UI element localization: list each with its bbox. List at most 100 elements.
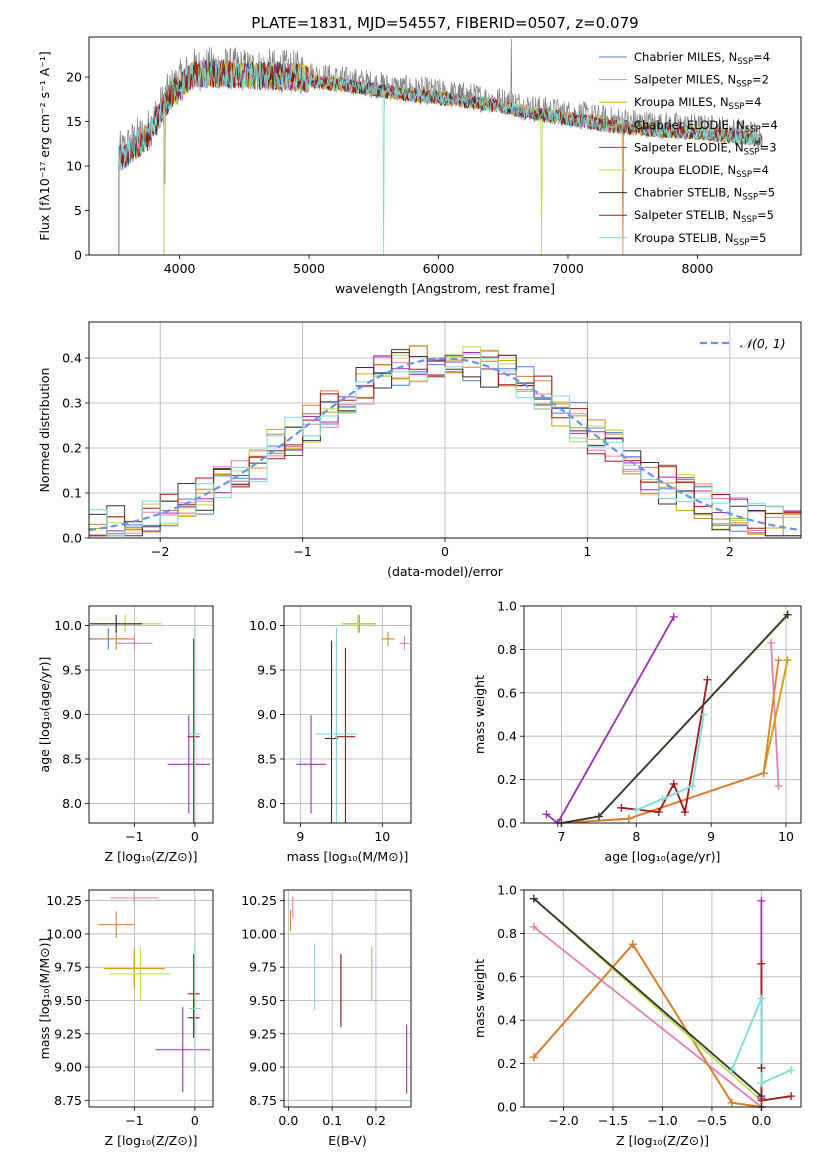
weight_vs_Z-series-point-8: [727, 1066, 736, 1075]
age_vs_Z-axes: −1 0 8.0 8.5 9.0 9.5 10.0 Z [log₁₀(Z/Z⊙)] age [l…: [37, 606, 213, 864]
mass_vs_Z-ytick-label: 9.25: [54, 1026, 82, 1041]
mass_vs_Z-ytick-label: 10.25: [46, 893, 82, 908]
weight_vs_age-series-point-6: [594, 812, 603, 821]
weight_vs_Z-series-point-3: [628, 940, 637, 949]
spectrum-axes: 4000 5000 6000 7000 8000 0 5 10 15 20 wavelength […: [37, 51, 713, 296]
spectrum-ytick-label: 0: [74, 248, 82, 263]
mass_vs_EBV-axes: 0.0 0.1 0.2 8.75 9.00 9.25 9.50 9.75 10.00 10.25 E…: [241, 890, 411, 1148]
legend-label-post: =4: [744, 95, 761, 109]
age_vs_mass-ytick-label: 10.0: [249, 618, 277, 633]
spectrum-title: PLATE=1831, MJD=54557, FIBERID=0507, z=0…: [251, 14, 638, 32]
legend-label-post: =5: [749, 231, 766, 245]
weight_vs_Z-series-point-8: [787, 1066, 796, 1075]
legend-label-main: Chabrier MILES, N: [634, 50, 737, 64]
weight_vs_Z-series-point-6: [529, 894, 538, 903]
age_vs_Z-xlabel: Z [log₁₀(Z/Z⊙)]: [105, 849, 198, 864]
residuals-frame: [88, 321, 802, 539]
age_vs_Z-ytick-label: 10.0: [54, 618, 82, 633]
gaussian-legend-label: 𝒩(0, 1): [740, 336, 786, 351]
gaussian-curve: [89, 357, 799, 532]
age_vs_Z-ytick-label: 9.5: [62, 663, 82, 678]
legend-label-4: Salpeter ELODIE, NSSP=3: [634, 140, 777, 157]
weight_vs_Z-ytick-label: 0.8: [497, 926, 517, 941]
spectrum-ytick-label: 20: [66, 70, 82, 85]
legend-label-7: Salpeter STELIB, NSSP=5: [634, 208, 774, 225]
weight_vs_age-series-point-3: [774, 656, 783, 665]
weight_vs_age-series-point-7: [703, 675, 712, 684]
spectrum-xtick-label: 8000: [682, 261, 714, 276]
weight_vs_Z-xtick-label: 0.0: [751, 1113, 771, 1128]
legend-label-post: =4: [761, 118, 778, 132]
legend-label-0: Chabrier MILES, NSSP=4: [634, 50, 770, 67]
weight_vs_age-ytick-label: 0.0: [497, 816, 517, 831]
legend-label-sub: SSP: [729, 102, 745, 112]
age_vs_mass-frame: [283, 605, 412, 824]
mass_vs_Z-ytick-label: 9.50: [54, 993, 82, 1008]
mass_vs_EBV-xtick-label: 0.0: [278, 1113, 298, 1128]
weight_vs_age-ytick-label: 1.0: [497, 599, 517, 614]
legend-label-2: Kroupa MILES, NSSP=4: [634, 95, 761, 112]
age_vs_mass-ytick-label: 8.5: [257, 751, 277, 766]
weight_vs_Z-ytick-label: 1.0: [497, 883, 517, 898]
residuals-plot-area: [89, 345, 801, 537]
age_vs_mass-ytick-label: 9.0: [257, 707, 277, 722]
weight_vs_Z-series-line-7: [760, 963, 792, 1102]
weight_vs_Z-ylabel: mass weight: [472, 959, 487, 1038]
spectrum-ytick-label: 15: [66, 114, 82, 129]
legend-label-post: =2: [752, 73, 769, 87]
weight_vs_Z-series-point-8: [757, 1079, 766, 1088]
weight_vs_age-series-point-1: [767, 638, 776, 647]
weight_vs_Z-xtick-label: −2.0: [548, 1113, 578, 1128]
weight_vs_age-series-line-6: [561, 614, 789, 823]
weight_vs_age-series-line-8: [635, 714, 705, 811]
weight_vs_age-series-point-7: [617, 803, 626, 812]
age_vs_mass-xlabel: mass [log₁₀(M/M⊙)]: [287, 849, 409, 864]
mass_vs_EBV-xtick-label: 0.1: [322, 1113, 342, 1128]
age_vs_Z-ytick-label: 9.0: [62, 707, 82, 722]
weight_vs_age-series-point-8: [699, 710, 708, 719]
legend-label-1: Salpeter MILES, NSSP=2: [634, 73, 769, 90]
age_vs_Z-ylabel: age [log₁₀(age/yr)]: [37, 657, 52, 773]
mass_vs_EBV-ytick-label: 9.25: [249, 1026, 277, 1041]
weight_vs_age-frame: [523, 605, 802, 824]
legend-label-8: Kroupa STELIB, NSSP=5: [634, 231, 766, 248]
weight_vs_Z-series-point-8: [757, 994, 766, 1003]
weight_vs_age-series-point-4: [542, 810, 551, 819]
residuals-xtick-label: −1: [293, 544, 311, 559]
legend-label-post: =5: [757, 208, 774, 222]
residuals-xtick-label: −2: [151, 544, 169, 559]
weight_vs_age-ylabel: mass weight: [472, 675, 487, 754]
legend-label-main: Kroupa MILES, N: [634, 95, 729, 109]
legend-label-sub: SSP: [736, 80, 752, 90]
legend-label-sub: SSP: [734, 238, 750, 248]
spectrum-xtick-label: 5000: [293, 261, 325, 276]
weight_vs_Z-series-point-3: [727, 1098, 736, 1107]
weight_vs_age-xtick-label: 8: [632, 829, 640, 844]
age_vs_Z-plot-area: [89, 614, 210, 823]
weight_vs_age-series-point-1: [774, 782, 783, 791]
weight_vs_Z-xlabel: Z [log₁₀(Z/Z⊙)]: [616, 1133, 709, 1148]
weight_vs_age-series-point-7: [669, 779, 678, 788]
weight_vs_Z-series-point-4: [757, 896, 766, 905]
weight_vs_age-xlabel: age [log₁₀(age/yr)]: [605, 849, 721, 864]
residuals-legend: 𝒩(0, 1): [700, 336, 786, 351]
spectrum-ylabel: Flux [fλ10⁻¹⁷ erg cm⁻² s⁻¹ A⁻¹]: [37, 51, 52, 240]
legend-label-sub: SSP: [741, 215, 757, 225]
weight_vs_Z-ytick-label: 0.2: [497, 1056, 517, 1071]
residuals-xtick-label: 0: [441, 544, 449, 559]
age_vs_Z-xtick-label: −1: [125, 829, 143, 844]
weight_vs_age-series-line-4: [545, 616, 675, 823]
age_vs_mass-plot-area: [296, 614, 410, 823]
spectrum-model-line-8: [118, 59, 763, 255]
weight_vs_age-xtick-label: 9: [707, 829, 715, 844]
weight_vs_age-xtick-label: 7: [557, 829, 565, 844]
legend-label-sub: SSP: [736, 170, 752, 180]
mass_vs_Z-ytick-label: 9.00: [54, 1060, 82, 1075]
weight_vs_Z-series-point-7: [757, 1096, 766, 1105]
weight_vs_Z-xtick-label: −0.5: [697, 1113, 727, 1128]
legend-label-sub: SSP: [745, 125, 761, 135]
weight_vs_Z-ytick-label: 0.6: [497, 969, 517, 984]
age_vs_mass-ytick-label: 9.5: [257, 663, 277, 678]
weight_vs_Z-frame: [523, 889, 802, 1108]
